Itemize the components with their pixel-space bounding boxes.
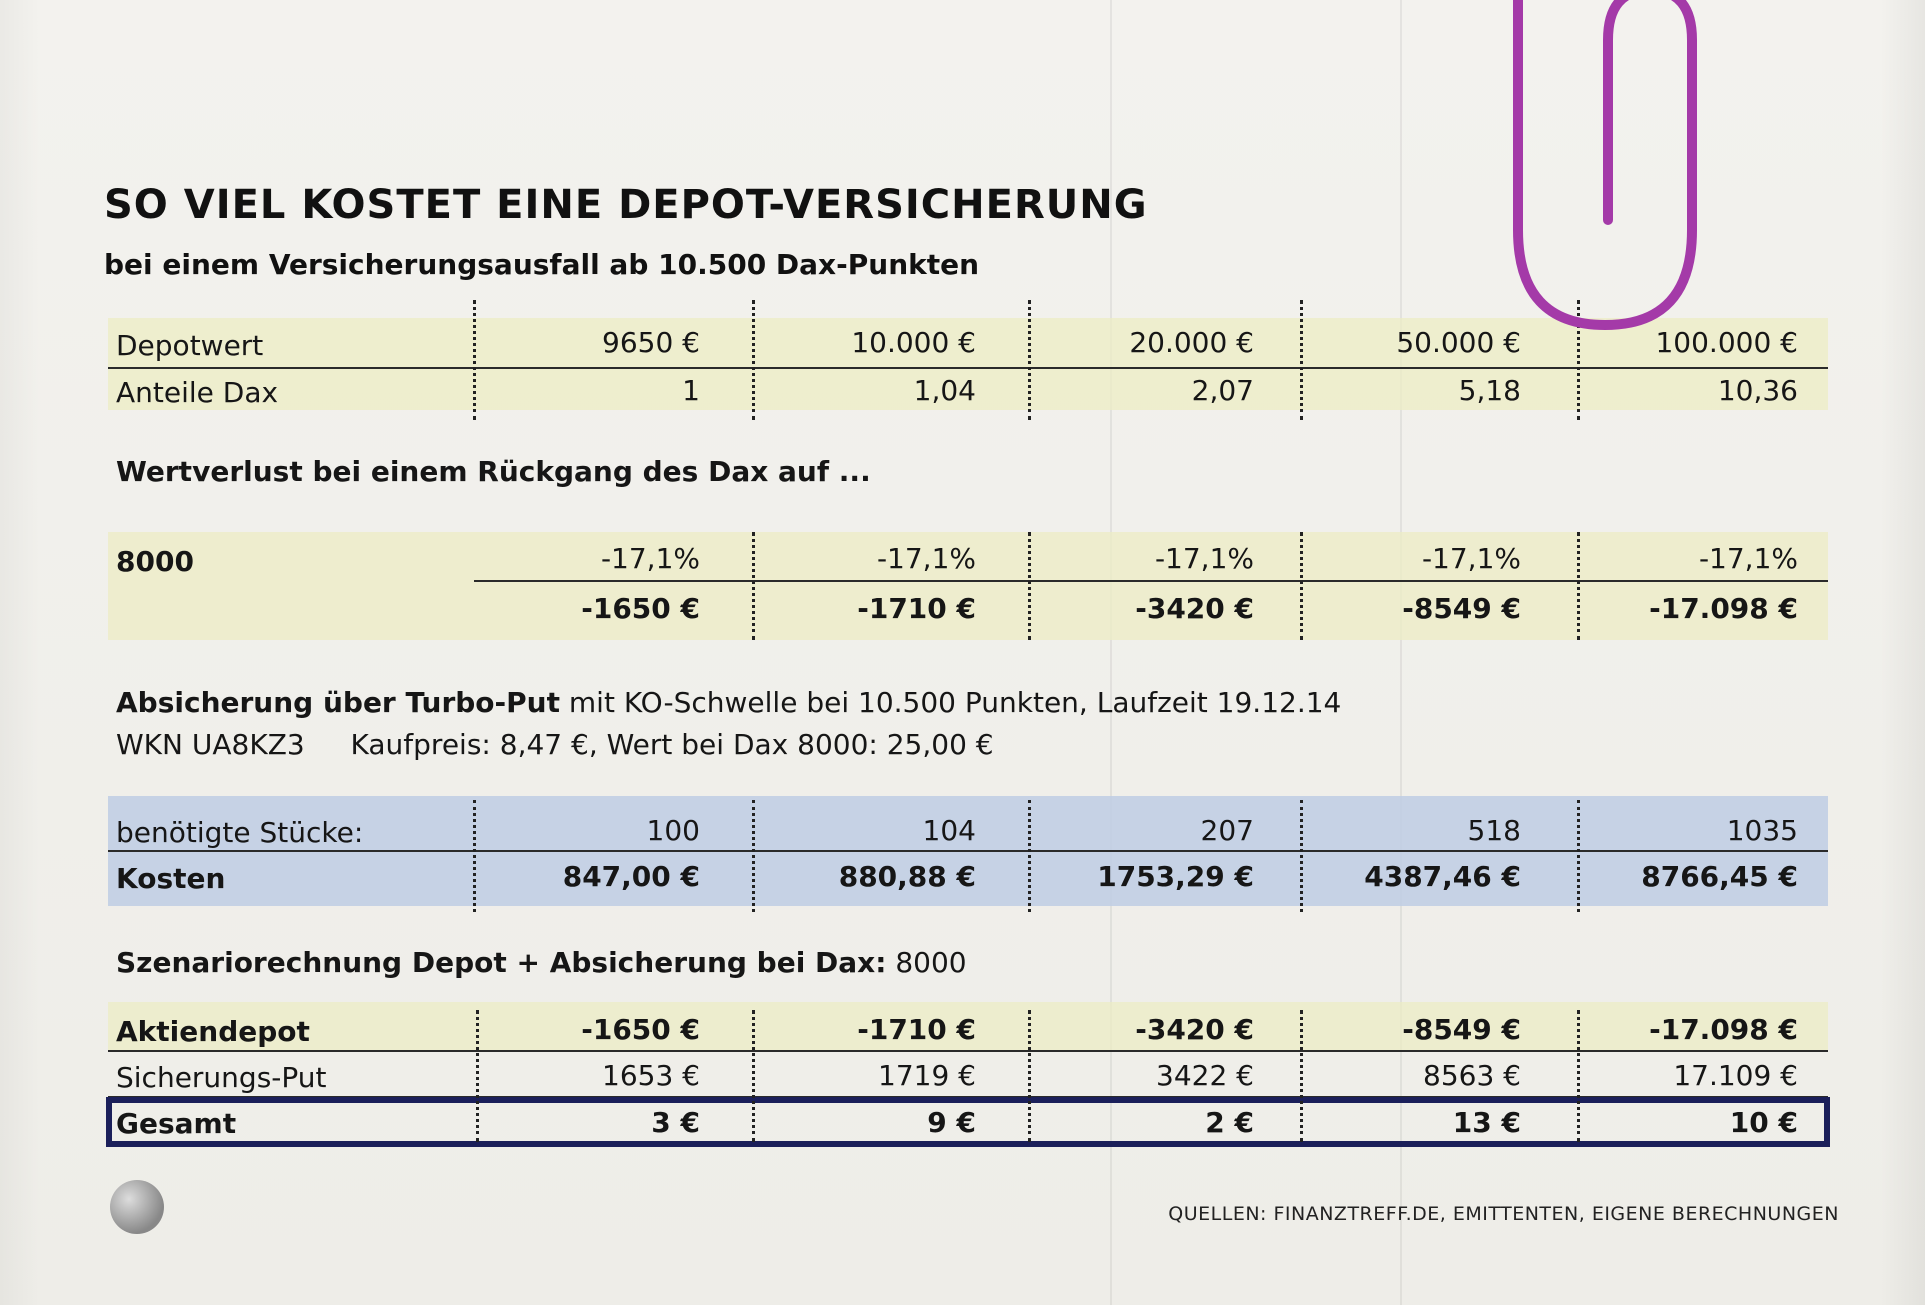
page-title: SO VIEL KOSTET EINE DEPOT-VERSICHERUNG [104,182,1148,228]
scenario-heading-value: 8000 [895,946,967,979]
hedge-heading-bold: Absicherung über Turbo-Put [116,686,560,719]
depotwert-value: 9650 € [602,326,700,359]
column-separator [752,800,755,912]
stuecke-value: 100 [646,814,700,847]
column-separator [752,532,755,640]
loss-percent: -17,1% [1698,542,1798,575]
column-separator [1028,532,1031,640]
loss-amount: -1710 € [857,592,976,625]
column-separator [752,1010,755,1142]
anteile-dax-value: 1,04 [913,374,976,407]
row-label-gesamt: Gesamt [116,1107,237,1140]
gesamt-value: 3 € [651,1106,700,1139]
row-label-sicherungs-put: Sicherungs-Put [116,1061,327,1094]
gesamt-value: 9 € [927,1106,976,1139]
row-divider [108,850,1828,852]
anteile-dax-value: 1 [682,374,700,407]
column-separator [1300,532,1303,640]
row-label-depotwert: Depotwert [116,329,264,362]
row-divider [474,580,1828,582]
kosten-value: 847,00 € [562,860,700,893]
kosten-value: 4387,46 € [1364,860,1521,893]
hedge-price-info: Kaufpreis: 8,47 €, Wert bei Dax 8000: 25… [350,728,994,761]
sicherungs-put-value: 8563 € [1423,1059,1521,1092]
depotwert-value: 100.000 € [1655,326,1798,359]
page-fold [1400,0,1402,1305]
column-separator [1300,800,1303,912]
page-subtitle: bei einem Versicherungsausfall ab 10.500… [104,248,980,281]
stuecke-value: 1035 [1726,814,1798,847]
stuecke-value: 207 [1200,814,1254,847]
aktiendepot-value: -1650 € [581,1013,700,1046]
anteile-dax-value: 2,07 [1191,374,1254,407]
loss-percent: -17,1% [1154,542,1254,575]
stuecke-value: 104 [922,814,976,847]
column-separator [1028,1010,1031,1142]
sicherungs-put-value: 1719 € [878,1059,976,1092]
column-separator [1028,800,1031,912]
scenario-heading: Szenariorechnung Depot + Absicherung bei… [116,946,967,979]
aktiendepot-value: -17.098 € [1649,1013,1798,1046]
kosten-value: 880,88 € [838,860,976,893]
sicherungs-put-value: 3422 € [1156,1059,1254,1092]
globe-icon [110,1180,164,1234]
column-separator [1577,800,1580,912]
column-separator [1577,1010,1580,1142]
column-separator [476,1010,479,1142]
page-fold [1110,0,1112,1305]
column-separator [1300,300,1303,420]
hedge-heading-rest: mit KO-Schwelle bei 10.500 Punkten, Lauf… [568,686,1342,719]
column-separator [473,800,476,912]
row-label-kosten: Kosten [116,862,226,895]
loss-heading: Wertverlust bei einem Rückgang des Dax a… [116,455,871,488]
gesamt-value: 13 € [1452,1106,1521,1139]
column-separator [473,300,476,420]
anteile-dax-value: 5,18 [1458,374,1521,407]
loss-percent: -17,1% [600,542,700,575]
paperclip-icon [1513,0,1697,331]
scenario-band [108,1002,1828,1052]
column-separator [752,300,755,420]
depot-band [108,318,1828,410]
kosten-value: 1753,29 € [1097,860,1254,893]
column-separator [1300,1010,1303,1142]
depotwert-value: 10.000 € [851,326,976,359]
row-divider [108,1050,1828,1052]
dax-level-label: 8000 [116,545,194,578]
depotwert-value: 20.000 € [1129,326,1254,359]
loss-percent: -17,1% [876,542,976,575]
depotwert-value: 50.000 € [1396,326,1521,359]
hedge-heading: Absicherung über Turbo-Put mit KO-Schwel… [116,686,1341,719]
loss-percent: -17,1% [1421,542,1521,575]
hedge-wkn: WKN UA8KZ3 [116,728,305,761]
loss-amount: -3420 € [1135,592,1254,625]
aktiendepot-value: -3420 € [1135,1013,1254,1046]
column-separator [1577,532,1580,640]
gesamt-value: 10 € [1729,1106,1798,1139]
hedge-details: WKN UA8KZ3 Kaufpreis: 8,47 €, Wert bei D… [116,728,994,761]
column-separator [1028,300,1031,420]
anteile-dax-value: 10,36 [1717,374,1798,407]
row-label-anteile-dax: Anteile Dax [116,376,279,409]
row-label-stuecke: benötigte Stücke: [116,816,364,849]
total-row-box [106,1097,1830,1147]
stuecke-value: 518 [1467,814,1521,847]
sicherungs-put-value: 17.109 € [1673,1059,1798,1092]
loss-amount: -17.098 € [1649,592,1798,625]
aktiendepot-value: -1710 € [857,1013,976,1046]
aktiendepot-value: -8549 € [1402,1013,1521,1046]
sicherungs-put-value: 1653 € [602,1059,700,1092]
row-label-aktiendepot: Aktiendepot [116,1015,310,1048]
row-divider [108,367,1828,369]
scenario-heading-bold: Szenariorechnung Depot + Absicherung bei… [116,946,887,979]
column-separator [1577,300,1580,420]
source-note: QUELLEN: FINANZTREFF.DE, EMITTENTEN, EIG… [1168,1203,1839,1225]
gesamt-value: 2 € [1205,1106,1254,1139]
loss-amount: -8549 € [1402,592,1521,625]
loss-band [108,532,1828,640]
kosten-value: 8766,45 € [1641,860,1798,893]
loss-amount: -1650 € [581,592,700,625]
